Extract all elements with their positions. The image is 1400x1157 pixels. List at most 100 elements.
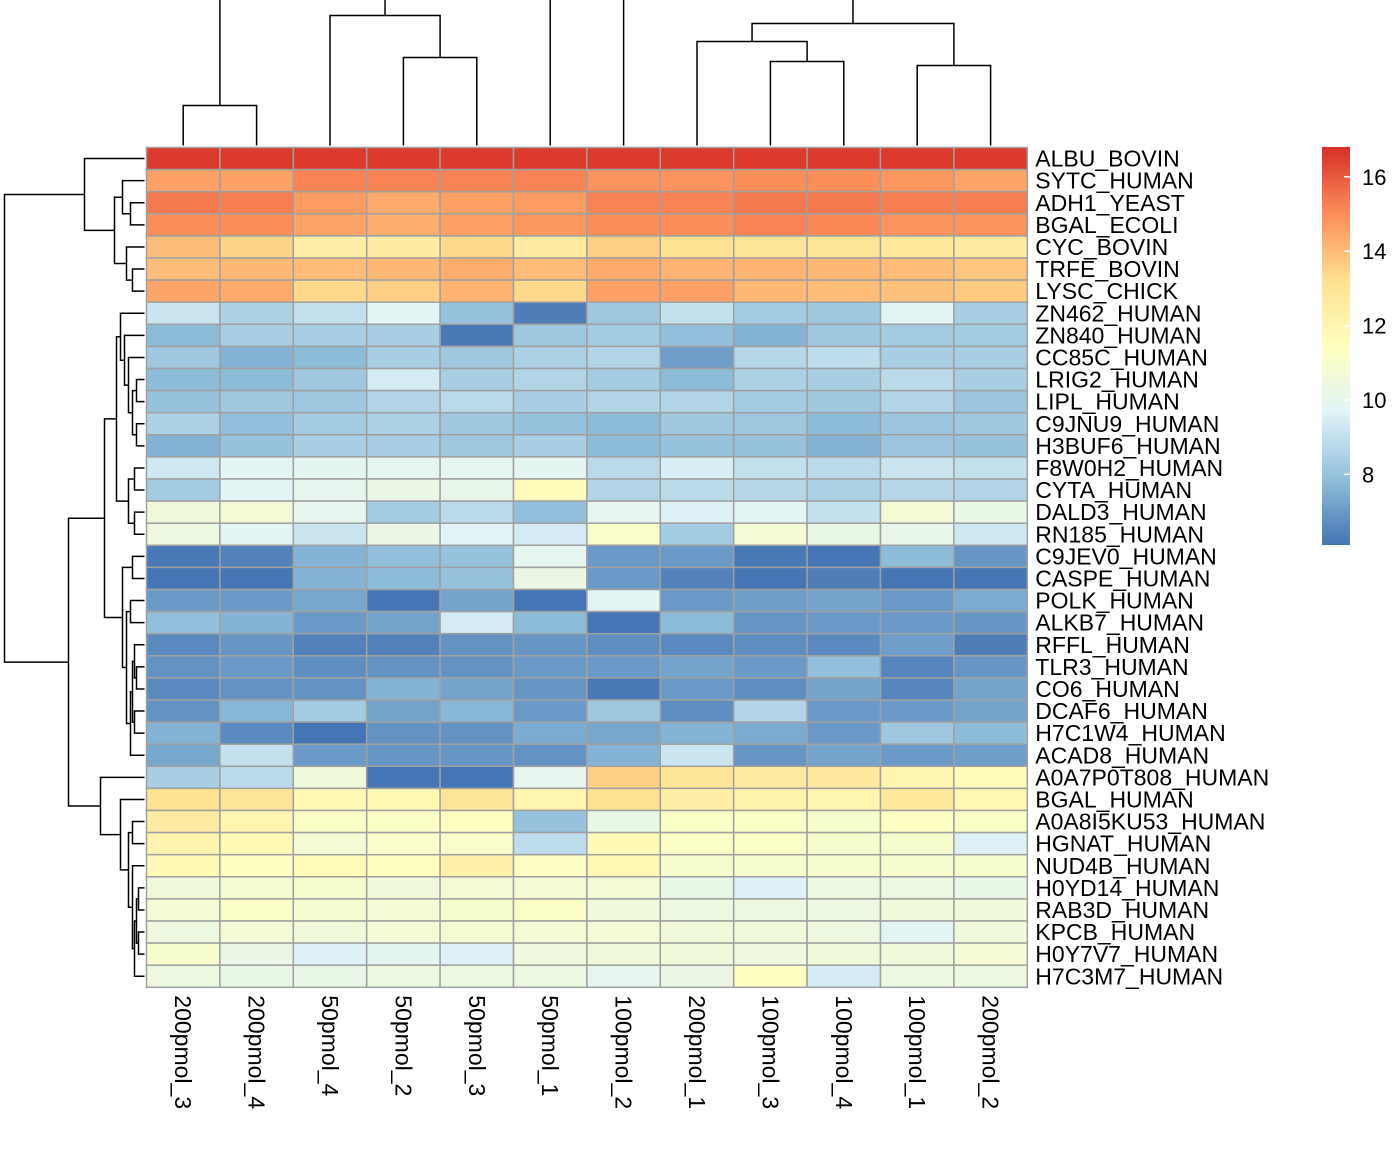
heatmap-cell bbox=[439, 478, 515, 502]
heatmap-cell bbox=[512, 235, 588, 259]
heatmap-cell bbox=[732, 721, 808, 745]
row-label: ZN840_HUMAN bbox=[1035, 322, 1201, 348]
heatmap-cell bbox=[659, 500, 735, 524]
row-label: HGNAT_HUMAN bbox=[1035, 831, 1211, 857]
heatmap-cell bbox=[953, 743, 1029, 768]
heatmap-cell bbox=[659, 787, 735, 812]
heatmap-cell bbox=[365, 146, 441, 171]
heatmap-cell bbox=[879, 235, 955, 259]
heatmap-cell bbox=[659, 146, 735, 171]
heatmap-cell bbox=[879, 787, 955, 812]
heatmap-cell bbox=[292, 721, 368, 745]
heatmap-cell bbox=[953, 257, 1029, 281]
heatmap-cell bbox=[806, 411, 882, 436]
heatmap-cell bbox=[879, 942, 955, 966]
heatmap-cell bbox=[659, 168, 735, 193]
heatmap-cell bbox=[732, 588, 808, 613]
heatmap-cell bbox=[439, 279, 515, 303]
row-label: DCAF6_HUMAN bbox=[1035, 698, 1208, 724]
heatmap-cell bbox=[586, 190, 662, 215]
heatmap-cell bbox=[439, 301, 515, 326]
heatmap-cell bbox=[953, 566, 1029, 591]
heatmap-cell bbox=[879, 323, 955, 348]
heatmap-cell bbox=[365, 367, 441, 392]
heatmap-cell bbox=[365, 876, 441, 900]
heatmap-cell bbox=[292, 920, 368, 944]
heatmap-cell bbox=[659, 809, 735, 834]
heatmap-cell bbox=[512, 876, 588, 900]
heatmap-cell bbox=[219, 787, 295, 812]
heatmap-cell bbox=[879, 544, 955, 569]
heatmap-cell bbox=[512, 213, 588, 237]
dendrogram-branch bbox=[696, 40, 808, 146]
heatmap-cell bbox=[219, 610, 295, 635]
heatmap-cell bbox=[365, 434, 441, 458]
row-label: POLK_HUMAN bbox=[1035, 588, 1193, 614]
row-label: ZN462_HUMAN bbox=[1035, 300, 1201, 326]
heatmap-cell bbox=[145, 898, 221, 922]
row-label: BGAL_ECOLI bbox=[1035, 212, 1178, 238]
heatmap-cell bbox=[292, 389, 368, 414]
row-label: SYTC_HUMAN bbox=[1035, 168, 1193, 194]
heatmap-cell bbox=[292, 323, 368, 348]
dendrogram-branch bbox=[131, 820, 145, 845]
heatmap-cell bbox=[292, 743, 368, 768]
heatmap-cell bbox=[145, 411, 221, 436]
heatmap-cell bbox=[586, 853, 662, 878]
heatmap-cell bbox=[292, 610, 368, 635]
heatmap-cell bbox=[365, 632, 441, 657]
heatmap-cell bbox=[732, 566, 808, 591]
heatmap-cell bbox=[659, 765, 735, 790]
heatmap-cell bbox=[512, 920, 588, 944]
heatmap-cell bbox=[292, 699, 368, 723]
heatmap-cell bbox=[732, 411, 808, 436]
heatmap-cell bbox=[512, 964, 588, 989]
heatmap-cell bbox=[806, 213, 882, 237]
heatmap-cell bbox=[512, 544, 588, 569]
heatmap-cell bbox=[732, 942, 808, 966]
column-dendrogram bbox=[182, 0, 992, 146]
dendrogram-branch bbox=[135, 378, 145, 403]
heatmap-cell bbox=[953, 920, 1029, 944]
heatmap-cell bbox=[953, 853, 1029, 878]
heatmap-cell bbox=[586, 434, 662, 458]
heatmap-cell bbox=[512, 434, 588, 458]
heatmap-cell bbox=[219, 389, 295, 414]
heatmap-cell bbox=[732, 632, 808, 657]
legend-tick-label: 12 bbox=[1362, 314, 1386, 339]
heatmap-cell bbox=[806, 456, 882, 480]
heatmap-cell bbox=[953, 168, 1029, 193]
row-dendrogram bbox=[3, 157, 145, 977]
heatmap-cell bbox=[292, 677, 368, 701]
dendrogram-branch bbox=[769, 60, 845, 146]
heatmap-cell bbox=[145, 677, 221, 701]
heatmap-cell bbox=[219, 434, 295, 458]
heatmap-cell bbox=[512, 743, 588, 768]
heatmap-cell bbox=[732, 964, 808, 989]
heatmap-cell bbox=[953, 456, 1029, 480]
heatmap-cell bbox=[145, 920, 221, 944]
column-label: 50pmol_4 bbox=[317, 995, 343, 1096]
heatmap-cell bbox=[512, 787, 588, 812]
heatmap-cell bbox=[586, 898, 662, 922]
heatmap-cell bbox=[732, 544, 808, 569]
heatmap-cell bbox=[292, 345, 368, 370]
heatmap-cell bbox=[806, 434, 882, 458]
heatmap-cell bbox=[365, 743, 441, 768]
dendrogram-branch bbox=[99, 776, 145, 836]
heatmap-cell bbox=[659, 743, 735, 768]
heatmap-cell bbox=[512, 765, 588, 790]
heatmap-cell bbox=[732, 323, 808, 348]
heatmap-cell bbox=[732, 456, 808, 480]
heatmap-cell bbox=[806, 610, 882, 635]
column-label: 200pmol_2 bbox=[978, 995, 1004, 1109]
heatmap-cell bbox=[806, 279, 882, 303]
heatmap-cell bbox=[145, 434, 221, 458]
heatmap-cell bbox=[659, 677, 735, 701]
heatmap-cell bbox=[145, 876, 221, 900]
heatmap-cell bbox=[732, 876, 808, 900]
heatmap-cell bbox=[145, 942, 221, 966]
heatmap-cell bbox=[365, 323, 441, 348]
heatmap-cell bbox=[732, 522, 808, 547]
heatmap-cell bbox=[659, 964, 735, 989]
